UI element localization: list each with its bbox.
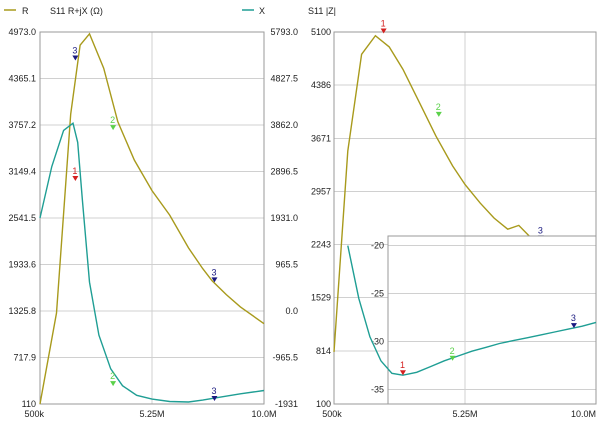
left-x-axis-ticks: 500k 5.25M 10.0M — [24, 409, 276, 419]
right-marker-2-triangle — [435, 111, 442, 117]
right-y-tick-label: 100 — [316, 399, 331, 409]
left-marker-x-3-triangle — [211, 396, 218, 402]
left-y-tick-label: 3149.4 — [8, 167, 36, 177]
inset-marker-2-label: 2 — [450, 346, 455, 356]
left-y-tick-label: 1325.8 — [8, 306, 36, 316]
left-y2-tick-label: -1931 — [275, 399, 298, 409]
right-marker-2-label: 2 — [436, 102, 441, 112]
left-y2-tick-label: -965.5 — [272, 353, 298, 363]
inset-marker-2-triangle — [449, 355, 456, 361]
inset-background — [388, 236, 596, 404]
left-x-tick-label: 500k — [24, 409, 44, 419]
legend-x-label[interactable]: X — [259, 6, 265, 16]
left-marker-x-1-triangle — [72, 175, 79, 181]
left-y2-tick-label: 0.0 — [285, 306, 298, 316]
right-y-tick-label: 5100 — [311, 27, 331, 37]
right-series-z-line — [333, 34, 550, 352]
left-series-x-line — [39, 121, 265, 403]
right-y-tick-label: 1529 — [311, 293, 331, 303]
left-marker-r-3-triangle — [72, 55, 79, 61]
inset-series-line — [347, 245, 597, 376]
left-y-tick-label: 2541.5 — [8, 213, 36, 223]
right-x-axis-ticks: 500k 5.25M 10.0M — [322, 409, 596, 419]
left-y2-tick-label: 1931.0 — [270, 213, 298, 223]
left-x-tick-label: 5.25M — [139, 409, 164, 419]
right-y-tick-label: 2243 — [311, 240, 331, 250]
inset-series — [347, 245, 597, 376]
right-marker-3-label: 3 — [538, 225, 543, 235]
left-y2-tick-label: 965.5 — [275, 260, 298, 270]
right-marker-1-triangle — [380, 28, 387, 34]
left-plot-grid — [40, 32, 264, 404]
left-panel-header: R S11 R+jX (Ω) X — [4, 6, 265, 16]
left-y-tick-label: 717.9 — [13, 353, 36, 363]
left-y-tick-label: 4973.0 — [8, 27, 36, 37]
right-panel-header: S11 |Z| — [308, 6, 336, 16]
inset-plot-area[interactable] — [387, 235, 597, 405]
inset-marker-3-triangle — [570, 323, 577, 329]
left-marker-r-2-label: 2 — [110, 115, 115, 125]
right-marker-1-label: 1 — [381, 18, 386, 28]
right-y-tick-label: 4386 — [311, 80, 331, 90]
inset-y-axis-ticks: -20 -25 -30 -35 — [371, 241, 384, 395]
right-x-tick-label: 10.0M — [571, 409, 596, 419]
left-marker-x-2-triangle — [110, 381, 117, 387]
left-y-tick-label: 3757.2 — [8, 120, 36, 130]
left-x-tick-label: 10.0M — [251, 409, 276, 419]
right-y-axis-ticks: 5100 4386 3671 2957 2243 1529 814 100 — [311, 27, 331, 409]
inset-plot-grid — [388, 236, 596, 404]
right-chart-title: S11 |Z| — [308, 6, 336, 16]
left-chart-title: S11 R+jX (Ω) — [50, 6, 103, 16]
left-y2-tick-label: 3862.0 — [270, 120, 298, 130]
right-x-tick-label: 500k — [322, 409, 342, 419]
left-y-axis-ticks: 4973.0 4365.1 3757.2 3149.4 2541.5 1933.6 1325… — [8, 27, 36, 409]
right-y-tick-label: 3671 — [311, 133, 331, 143]
inset-y-tick-label: -35 — [371, 385, 384, 395]
right-x-tick-label: 5.25M — [452, 409, 477, 419]
left-marker-x-3-label: 3 — [211, 386, 216, 396]
inset-y-tick-label: -30 — [371, 337, 384, 347]
left-series-r-line — [39, 32, 265, 405]
left-y2-axis-ticks: 5793.0 4827.5 3862.0 2896.5 1931.0 965.5 0.0 -9… — [270, 27, 298, 409]
right-markers: 1 2 3 — [380, 18, 544, 241]
left-markers: 3 2 3 1 2 3 — [72, 46, 218, 402]
left-marker-x-2-label: 2 — [110, 371, 115, 381]
left-y2-tick-label: 5793.0 — [270, 27, 298, 37]
left-y-tick-label: 110 — [22, 399, 36, 409]
inset-markers: 1 2 3 — [399, 313, 577, 376]
left-y2-tick-label: 2896.5 — [270, 167, 298, 177]
left-marker-x-1-label: 1 — [72, 166, 77, 176]
right-y-tick-label: 814 — [316, 346, 331, 356]
inset-marker-3-label: 3 — [571, 313, 576, 323]
left-marker-r-2-triangle — [110, 125, 117, 131]
legend-r-label[interactable]: R — [22, 6, 29, 16]
left-y2-tick-label: 4827.5 — [270, 74, 298, 84]
left-y-tick-label: 1933.6 — [8, 260, 36, 270]
right-series — [333, 34, 550, 352]
left-marker-r-3-label: 3 — [72, 46, 77, 56]
left-marker-r-3-triangle — [211, 277, 218, 283]
inset-y-tick-label: -25 — [371, 289, 384, 299]
left-series — [39, 32, 265, 405]
inset-y-tick-label: -20 — [371, 241, 384, 251]
inset-marker-1-triangle — [399, 370, 406, 376]
right-y-tick-label: 2957 — [311, 186, 331, 196]
left-marker-r-3-label: 3 — [211, 267, 216, 277]
inset-marker-1-label: 1 — [400, 360, 405, 370]
left-y-tick-label: 4365.1 — [8, 74, 36, 84]
